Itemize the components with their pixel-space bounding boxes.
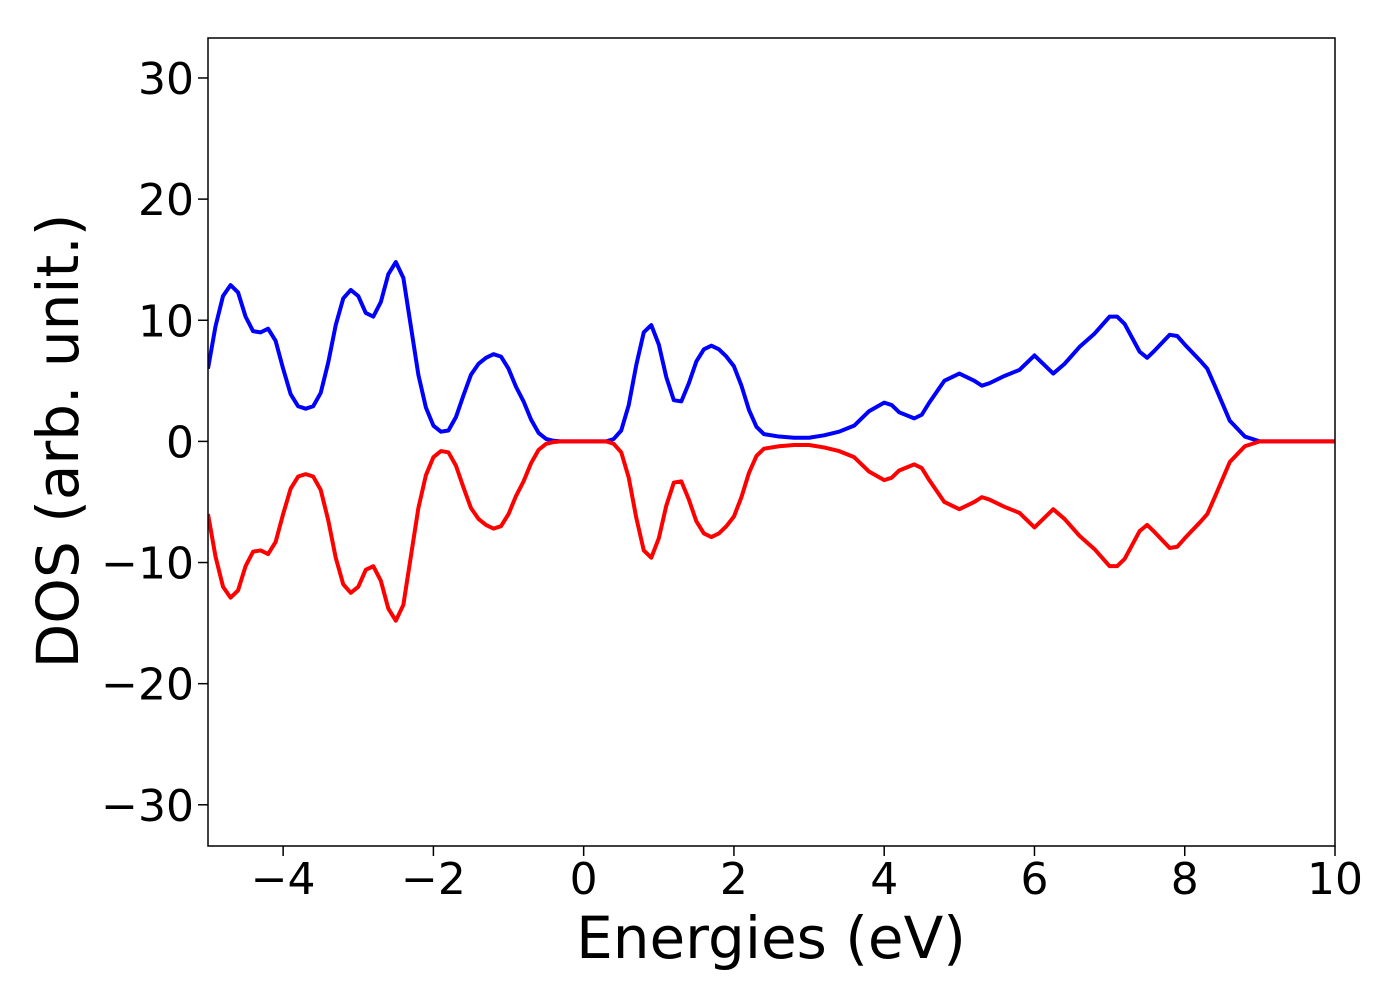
x-tick-label: 8 [1171, 854, 1199, 905]
x-axis-label: Energies (eV) [576, 904, 966, 972]
y-tick-label: −30 [101, 781, 194, 832]
line-series [208, 260, 1335, 444]
y-axis-label: DOS (arb. unit.) [24, 214, 92, 669]
y-tick-label: 20 [138, 175, 194, 226]
x-tick-label: −4 [251, 854, 316, 905]
x-tick-label: 2 [720, 854, 748, 905]
x-tick-label: 4 [870, 854, 898, 905]
y-tick-label: −20 [101, 660, 194, 711]
plot-frame [207, 37, 1336, 847]
y-tick-label: 30 [138, 54, 194, 105]
x-tick-label: −2 [401, 854, 466, 905]
x-tick-label: 10 [1307, 854, 1363, 905]
y-tick-label: 0 [166, 417, 194, 468]
line-series [208, 439, 1335, 623]
x-tick-label: 6 [1020, 854, 1048, 905]
y-tick-label: 10 [138, 296, 194, 347]
x-tick-label: 0 [570, 854, 598, 905]
y-tick-label: −10 [101, 539, 194, 590]
